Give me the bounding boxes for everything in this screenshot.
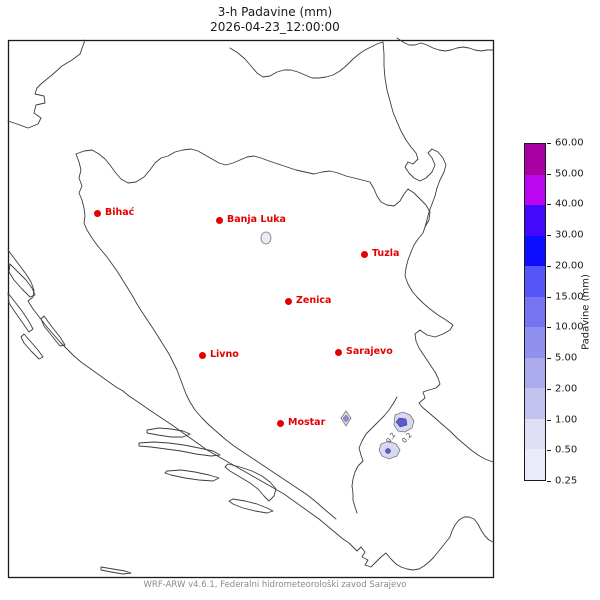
colorbar-tick-mark-1 <box>547 174 551 175</box>
colorbar-segment-3 <box>525 236 545 267</box>
colorbar-segment-5 <box>525 297 545 328</box>
colorbar-tick-label-0: 60.00 <box>555 138 584 149</box>
colorbar-segment-9 <box>525 419 545 450</box>
colorbar-tick-mark-5 <box>547 297 551 298</box>
city-label: Bihać <box>105 207 134 218</box>
colorbar-tick-mark-7 <box>547 358 551 359</box>
city-label: Tuzla <box>372 248 399 259</box>
colorbar-tick-mark-9 <box>547 420 551 421</box>
colorbar-tick-label-10: 0.50 <box>555 445 577 456</box>
colorbar-tick-label-3: 30.00 <box>555 230 584 241</box>
colorbar-tick-label-6: 10.00 <box>555 322 584 333</box>
city-label: Sarajevo <box>346 346 393 357</box>
colorbar-tick-mark-10 <box>547 450 551 451</box>
weather-map-figure: 3-h Padavine (mm) 2026-04-23_12:00:00 <box>0 0 600 600</box>
colorbar <box>524 143 546 481</box>
colorbar-tick-label-11: 0.25 <box>555 476 577 487</box>
colorbar-tick-mark-3 <box>547 235 551 236</box>
colorbar-segment-4 <box>525 266 545 297</box>
colorbar-tick-label-8: 2.00 <box>555 383 577 394</box>
map-frame <box>9 41 494 578</box>
city-dot-icon <box>361 251 368 258</box>
colorbar-tick-mark-4 <box>547 266 551 267</box>
colorbar-segment-8 <box>525 388 545 419</box>
colorbar-tick-mark-0 <box>547 143 551 144</box>
colorbar-tick-label-9: 1.00 <box>555 414 577 425</box>
city-label: Banja Luka <box>227 214 286 225</box>
colorbar-tick-label-1: 50.00 <box>555 168 584 179</box>
precip-patch-se-lower-core <box>386 449 391 454</box>
city-dot-icon <box>335 349 342 356</box>
colorbar-tick-mark-6 <box>547 327 551 328</box>
colorbar-segment-7 <box>525 358 545 389</box>
city-dot-icon <box>277 420 284 427</box>
colorbar-segment-10 <box>525 449 545 480</box>
city-dot-icon <box>199 352 206 359</box>
colorbar-segment-0 <box>525 144 545 175</box>
colorbar-tick-mark-2 <box>547 204 551 205</box>
colorbar-tick-label-4: 20.00 <box>555 260 584 271</box>
attribution-footer: WRF-ARW v4.6.1, Federalni hidrometeorolo… <box>30 580 520 590</box>
city-label: Livno <box>210 349 239 360</box>
colorbar-tick-label-7: 5.00 <box>555 353 577 364</box>
colorbar-tick-label-2: 40.00 <box>555 199 584 210</box>
precip-patch-banjaluka <box>261 232 271 244</box>
city-dot-icon <box>94 210 101 217</box>
colorbar-tick-label-5: 15.00 <box>555 291 584 302</box>
colorbar-tick-mark-11 <box>547 481 551 482</box>
city-dot-icon <box>285 298 292 305</box>
colorbar-segment-6 <box>525 327 545 358</box>
colorbar-axis-label: Padavine (mm) <box>581 274 592 350</box>
city-dot-icon <box>216 217 223 224</box>
city-label: Zenica <box>296 295 331 306</box>
colorbar-segment-2 <box>525 205 545 236</box>
colorbar-tick-mark-8 <box>547 389 551 390</box>
colorbar-segment-1 <box>525 175 545 206</box>
city-label: Mostar <box>288 417 325 428</box>
